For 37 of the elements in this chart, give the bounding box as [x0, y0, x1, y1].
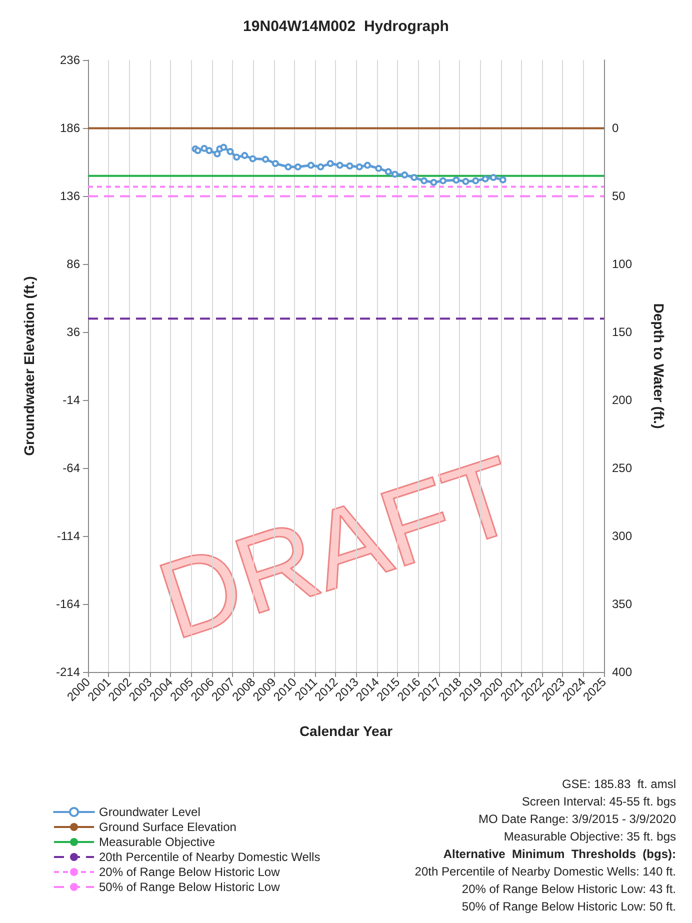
text: Measurable Objective: 35 ft. bgs: [504, 830, 676, 844]
y2-tick-label: 200: [612, 393, 632, 407]
y-tick-label: 136: [60, 189, 80, 203]
y-tick-label: 86: [66, 257, 80, 271]
text: Screen Interval: 45-55 ft. bgs: [522, 794, 676, 808]
y2-tick-label: 0: [612, 121, 619, 135]
y-tick-label: 236: [60, 53, 80, 67]
legend-label: Measurable Objective: [99, 835, 216, 849]
chart-title: 19N04W14M002 Hydrograph: [243, 18, 449, 35]
text: 20th Percentile of Nearby Domestic Wells: 140 ft.: [414, 864, 676, 878]
y2-tick-label: 250: [612, 461, 632, 475]
y2-tick-label: 350: [612, 597, 632, 611]
x-axis-title: Calendar Year: [299, 723, 394, 739]
y-tick-label: -114: [56, 529, 80, 543]
text: 50% of Range Below Historic Low: 50 ft.: [462, 900, 676, 914]
legend-label: 20th Percentile of Nearby Domestic Wells: [99, 850, 320, 864]
text: MO Date Range: 3/9/2015 - 3/9/2020: [478, 812, 676, 826]
y-tick-label: 186: [60, 121, 80, 135]
legend-label: Ground Surface Elevation: [99, 820, 236, 834]
legend-label: 50% of Range Below Historic Low: [99, 880, 280, 894]
y-tick-label: -214: [56, 665, 80, 679]
legend-label: Groundwater Level: [99, 805, 200, 819]
y2-tick-label: 50: [612, 189, 626, 203]
y2-tick-label: 150: [612, 325, 632, 339]
y2-axis-title: Depth to Water (ft.): [651, 303, 667, 429]
y2-tick-label: 400: [612, 665, 632, 679]
y-axis-title: Groundwater Elevation (ft.): [21, 276, 37, 456]
y-tick-label: -14: [62, 393, 80, 407]
legend-label: 20% of Range Below Historic Low: [99, 865, 280, 879]
y-tick-label: -164: [56, 597, 80, 611]
text: GSE: 185.83 ft. amsl: [562, 777, 676, 791]
y-tick-label: -64: [62, 461, 80, 475]
text: 20% of Range Below Historic Low: 43 ft.: [462, 882, 676, 896]
y-tick-label: 36: [66, 325, 80, 339]
y2-tick-label: 100: [612, 257, 632, 271]
text: Alternative Minimum Thresholds (bgs):: [443, 847, 676, 861]
y2-tick-label: 300: [612, 529, 632, 543]
